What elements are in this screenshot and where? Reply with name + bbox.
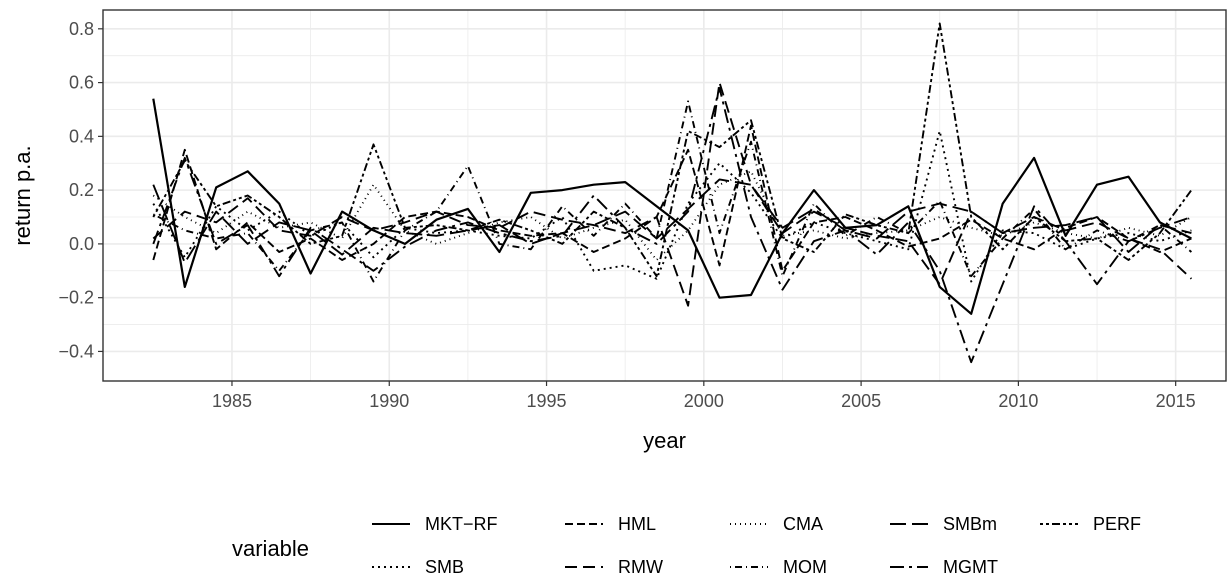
y-axis-title: return p.a. bbox=[10, 145, 35, 245]
series-line-perf bbox=[152, 22, 1193, 278]
series-line-mom bbox=[152, 100, 1193, 283]
series-line-smbm bbox=[152, 178, 1192, 264]
grid-major bbox=[103, 10, 1226, 381]
x-tick-label: 1985 bbox=[212, 391, 252, 411]
x-tick-label: 2015 bbox=[1156, 391, 1196, 411]
legend-label: RMW bbox=[618, 557, 663, 577]
legend-label: SMBm bbox=[943, 514, 997, 534]
series-line-mgmt bbox=[152, 87, 1192, 364]
legend-label: HML bbox=[618, 514, 656, 534]
y-axis: −0.4 −0.2 0.0 0.2 0.4 0.6 0.8 bbox=[58, 19, 103, 361]
y-tick-label: 0.8 bbox=[69, 19, 94, 39]
x-tick-label: 1995 bbox=[527, 391, 567, 411]
legend-label: PERF bbox=[1093, 514, 1141, 534]
series-line-hml bbox=[152, 124, 1192, 272]
x-tick-label: 2000 bbox=[684, 391, 724, 411]
x-axis-title: year bbox=[643, 428, 686, 453]
series-line-smb bbox=[152, 130, 1192, 283]
legend-title: variable bbox=[232, 536, 309, 561]
panel-border bbox=[102, 9, 1227, 382]
y-tick-label: 0.0 bbox=[69, 234, 94, 254]
y-tick-label: −0.4 bbox=[58, 341, 94, 361]
x-tick-label: 1990 bbox=[369, 391, 409, 411]
legend-label: MOM bbox=[783, 557, 827, 577]
legend: variable MKT−RF HML CMA SMBm PERF SMB RMW MOM MG… bbox=[232, 514, 1141, 577]
legend-label: MGMT bbox=[943, 557, 998, 577]
y-tick-label: 0.2 bbox=[69, 180, 94, 200]
legend-label: CMA bbox=[783, 514, 823, 534]
grid-minor bbox=[103, 10, 1226, 381]
legend-label: SMB bbox=[425, 557, 464, 577]
y-tick-label: 0.6 bbox=[69, 73, 94, 93]
x-tick-label: 2010 bbox=[998, 391, 1038, 411]
series-layer bbox=[152, 22, 1193, 364]
legend-label: MKT−RF bbox=[425, 514, 498, 534]
y-tick-label: −0.2 bbox=[58, 288, 94, 308]
x-axis: 1985 1990 1995 2000 2005 2010 2015 bbox=[212, 381, 1196, 411]
x-tick-label: 2005 bbox=[841, 391, 881, 411]
y-tick-label: 0.4 bbox=[69, 126, 94, 146]
